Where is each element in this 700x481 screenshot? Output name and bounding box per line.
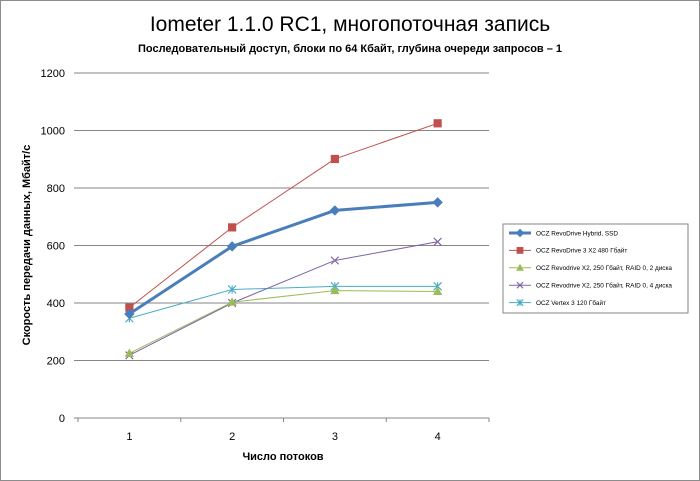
data-point-triangle <box>227 297 237 306</box>
legend-item-1: OCZ RevoDrive Hybrid, SSD <box>509 228 618 238</box>
y-tick-label: 200 <box>47 356 65 368</box>
data-point-square <box>228 223 237 232</box>
data-point-square <box>516 247 524 254</box>
legend: OCZ RevoDrive Hybrid, SSD OCZ RevoDrive 3… <box>502 223 689 314</box>
gridlines <box>78 72 489 361</box>
data-point-triangle <box>330 285 340 295</box>
x-tick-label: 1 <box>126 431 132 443</box>
legend-item-4: OCZ Revodrive X2, 250 Гбайт, RAID 0, 4 д… <box>509 282 672 290</box>
legend-item-2: OCZ RevoDrive 3 X2 480 Гбайт <box>509 247 627 255</box>
y-tick-label: 0 <box>59 413 65 425</box>
y-tick-label: 800 <box>47 183 65 195</box>
x-axis-ticks: 1 2 3 4 <box>77 418 490 443</box>
data-point-diamond <box>515 228 525 238</box>
data-point-x <box>433 237 442 246</box>
series-3 <box>124 285 443 357</box>
series-5 <box>124 281 443 323</box>
data-point-triangle <box>516 263 524 271</box>
series-line <box>129 290 438 354</box>
series-line <box>129 285 438 319</box>
data-point-diamond <box>432 197 443 208</box>
data-point-star <box>516 298 524 307</box>
data-point-triangle <box>124 348 135 357</box>
y-tick-label: 1200 <box>41 68 65 80</box>
data-point-triangle <box>432 286 443 296</box>
chart-title: Iometer 1.1.0 RC1, многопоточная запись <box>150 13 550 36</box>
y-tick-label: 400 <box>47 298 65 310</box>
plot-area: 0 200 400 600 800 1000 1200 1 2 3 4 <box>41 68 490 443</box>
legend-item-5: OCZ Vertex 3 120 Гбайт <box>509 299 606 307</box>
data-point-diamond <box>329 205 341 216</box>
legend-label: OCZ RevoDrive Hybrid, SSD <box>536 230 618 237</box>
data-point-square <box>433 119 442 128</box>
series-4 <box>125 237 442 360</box>
x-axis-label: Число потоков <box>242 451 323 463</box>
series-line <box>128 200 438 316</box>
data-point-x <box>516 281 524 289</box>
series-line <box>129 122 438 308</box>
y-tick-label: 600 <box>47 241 65 253</box>
data-point-star <box>227 285 237 294</box>
x-tick-label: 2 <box>229 431 235 443</box>
x-tick-label: 3 <box>332 431 338 443</box>
data-point-x <box>330 256 340 265</box>
chart-subtitle: Последовательный доступ, блоки по 64 Кба… <box>138 43 562 55</box>
series-layer <box>124 119 443 360</box>
legend-label: OCZ RevoDrive 3 X2 480 Гбайт <box>536 247 627 255</box>
legend-label: OCZ Revodrive X2, 250 Гбайт, RAID 0, 4 д… <box>536 282 672 290</box>
y-axis-label: Скорость передачи данных, Мбайт/с <box>21 145 33 346</box>
legend-items: OCZ RevoDrive Hybrid, SSD OCZ RevoDrive 3… <box>509 228 672 307</box>
legend-label: OCZ Revodrive X2, 250 Гбайт, RAID 0, 2 д… <box>536 264 672 272</box>
legend-box <box>502 223 689 314</box>
series-2 <box>125 119 442 312</box>
y-axis-ticks: 0 200 400 600 800 1000 1200 <box>41 68 78 425</box>
data-point-diamond <box>124 308 135 320</box>
y-tick-label: 1000 <box>41 126 65 138</box>
legend-label: OCZ Vertex 3 120 Гбайт <box>536 299 606 307</box>
series-line <box>129 241 438 356</box>
x-tick-label: 4 <box>435 431 441 443</box>
series-1 <box>124 197 443 320</box>
legend-item-3: OCZ Revodrive X2, 250 Гбайт, RAID 0, 2 д… <box>509 263 672 272</box>
data-point-diamond <box>226 241 238 252</box>
data-point-square <box>330 154 339 164</box>
